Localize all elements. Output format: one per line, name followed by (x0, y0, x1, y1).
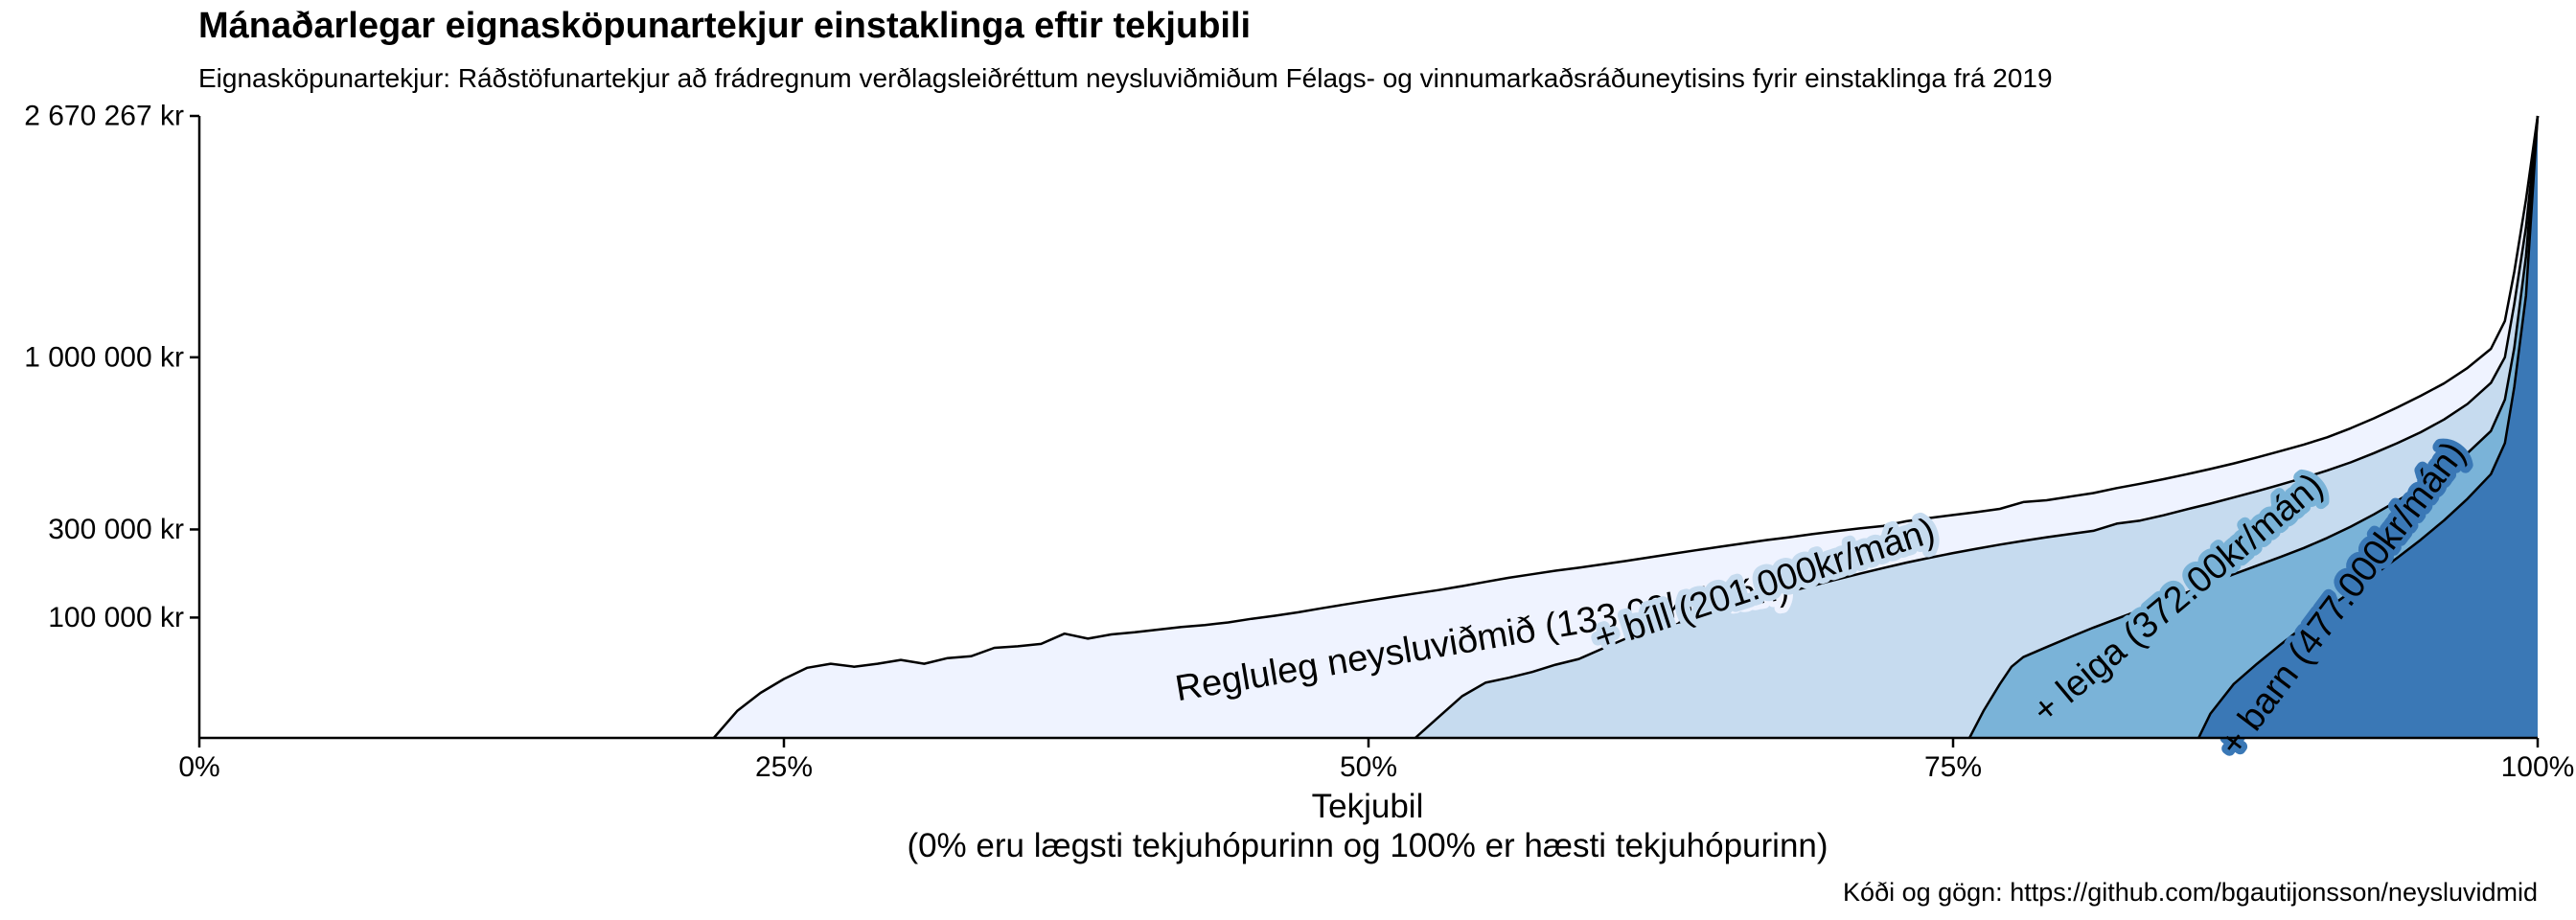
series-areas (713, 116, 2538, 738)
x-tick-label: 75% (1924, 751, 1982, 783)
area-series-4 (2198, 116, 2538, 738)
curve-series-4 (2197, 115, 2540, 739)
y-axis: 100 000 kr 300 000 kr 1 000 000 kr 2 670 26… (24, 101, 199, 633)
y-tick-label: 2 670 267 kr (24, 101, 184, 132)
y-tick-label: 1 000 000 kr (24, 341, 184, 373)
curve-series-3 (1967, 115, 2540, 739)
x-tick-label: 100% (2501, 751, 2575, 783)
y-tick-label: 100 000 kr (48, 602, 184, 633)
y-tick-label: 300 000 kr (48, 514, 184, 545)
curve-series-2 (1414, 115, 2540, 739)
x-tick-label: 50% (1340, 751, 1397, 783)
chart-subtitle: Eignasköpunartekjur: Ráðstöfunartekjur a… (198, 63, 2053, 93)
x-axis: 0% 25% 50% 75% 100% (178, 738, 2574, 783)
series-curves (712, 115, 2540, 739)
source-caption: Kóði og gögn: https://github.com/bgautij… (1843, 878, 2538, 907)
x-tick-label: 25% (755, 751, 813, 783)
x-axis-subtitle: (0% eru lægsti tekjuhópurinn og 100% er … (907, 827, 1828, 864)
curve-series-1 (712, 115, 2540, 739)
x-tick-label: 0% (178, 751, 219, 783)
chart-title: Mánaðarlegar eignasköpunartekjur einstak… (198, 6, 1252, 46)
x-axis-title: Tekjubil (1312, 788, 1424, 825)
